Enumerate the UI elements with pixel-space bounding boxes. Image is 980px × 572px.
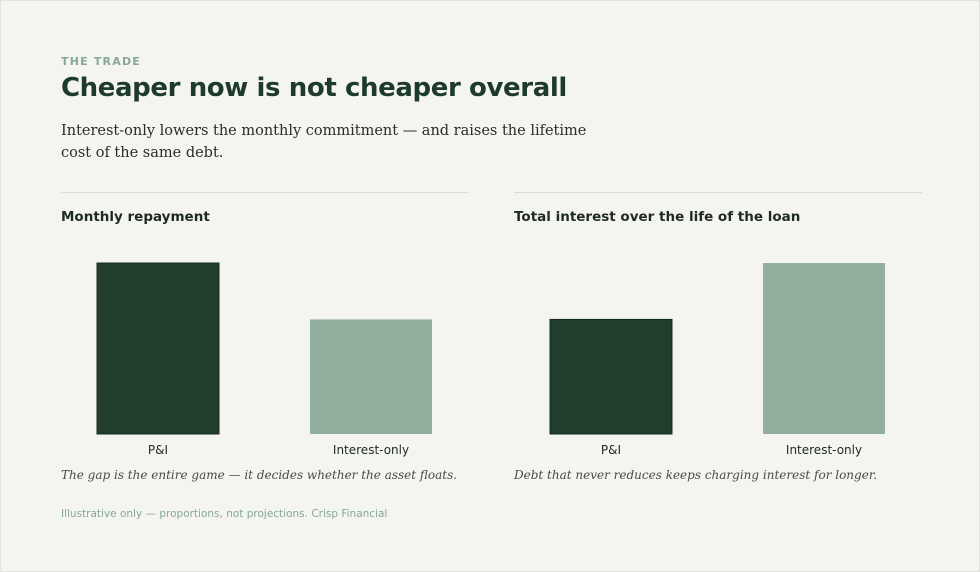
chart-title: Total interest over the life of the loan <box>514 209 801 225</box>
bar-label: Interest-only <box>333 443 409 457</box>
bar-label: Interest-only <box>786 443 862 457</box>
bar-interest-only <box>310 319 432 434</box>
eyebrow-label: THE TRADE <box>61 55 141 68</box>
bar-label: P&I <box>148 443 168 457</box>
bar-p-i <box>549 318 673 435</box>
chart-panel-monthly-repayment: Monthly repayment P&I Interest-only The g… <box>61 192 469 492</box>
panel-divider <box>61 192 469 193</box>
bar-chart-total-interest: P&I Interest-only <box>549 263 885 457</box>
chart-panel-total-interest: Total interest over the life of the loan… <box>514 192 922 492</box>
footer-note: Illustrative only — proportions, not pro… <box>61 508 388 520</box>
chart-annotation: The gap is the entire game — it decides … <box>61 468 458 482</box>
bar-label: P&I <box>601 443 621 457</box>
bar-interest-only <box>763 263 885 434</box>
chart-annotation: Debt that never reduces keeps charging i… <box>514 468 878 482</box>
bar-chart-monthly-repayment: P&I Interest-only <box>96 262 432 457</box>
page-title: Cheaper now is not cheaper overall <box>61 73 567 103</box>
panel-divider <box>514 192 922 193</box>
bar-p-i <box>96 262 220 435</box>
page-subtitle: Interest-only lowers the monthly commitm… <box>61 123 587 161</box>
chart-title: Monthly repayment <box>61 209 210 225</box>
